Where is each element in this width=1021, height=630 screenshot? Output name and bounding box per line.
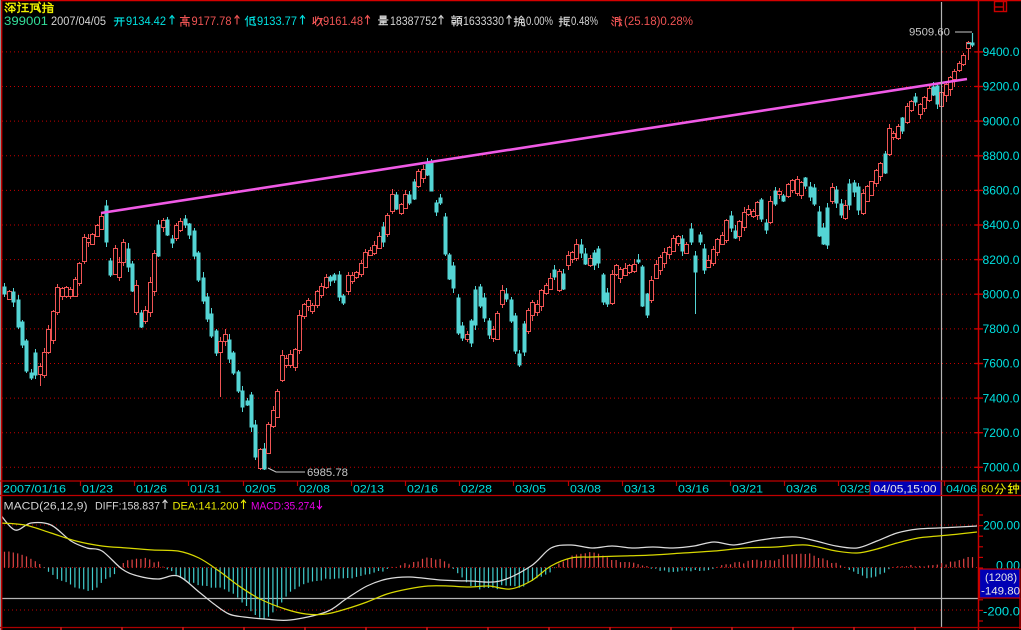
svg-text:9133.77: 9133.77: [257, 14, 297, 28]
svg-text:-200.0: -200.0: [983, 606, 1020, 619]
svg-text:(25.18)0.28%: (25.18)0.28%: [624, 14, 693, 28]
svg-text:02/16: 02/16: [407, 484, 438, 496]
svg-text:03/05: 03/05: [515, 484, 546, 496]
svg-text:03/29: 03/29: [840, 484, 871, 496]
svg-text:9000.0: 9000.0: [983, 115, 1020, 128]
svg-text:-149.80: -149.80: [981, 586, 1020, 598]
svg-text:9177.78: 9177.78: [192, 14, 232, 28]
svg-text:9161.48: 9161.48: [323, 14, 363, 28]
svg-text:7000.0: 7000.0: [983, 462, 1020, 475]
svg-text:(1208): (1208): [985, 572, 1017, 584]
svg-text:8000.0: 8000.0: [983, 288, 1020, 301]
svg-text:03/26: 03/26: [786, 484, 817, 496]
svg-text:7600.0: 7600.0: [983, 358, 1020, 371]
svg-text:MACD:35.274: MACD:35.274: [251, 501, 315, 513]
svg-text:01/23: 01/23: [82, 484, 113, 496]
svg-text:0.48%: 0.48%: [571, 14, 598, 28]
svg-text:2007/01/16: 2007/01/16: [3, 484, 66, 496]
svg-text:9400.0: 9400.0: [983, 46, 1020, 59]
svg-text:9509.60: 9509.60: [909, 27, 950, 39]
svg-text:7400.0: 7400.0: [983, 392, 1020, 405]
svg-text:8400.0: 8400.0: [983, 219, 1020, 232]
svg-text:6985.78: 6985.78: [307, 467, 348, 479]
svg-text:0.00%: 0.00%: [526, 14, 553, 28]
svg-text:02/13: 02/13: [353, 484, 384, 496]
svg-text:8600.0: 8600.0: [983, 185, 1020, 198]
svg-text:9134.42: 9134.42: [126, 14, 166, 28]
svg-text:03/21: 03/21: [732, 484, 763, 496]
svg-text:9200.0: 9200.0: [983, 81, 1020, 94]
svg-text:200.00: 200.00: [983, 520, 1020, 533]
svg-text:01/31: 01/31: [190, 484, 221, 496]
svg-text:04/06: 04/06: [946, 484, 977, 496]
svg-text:DEA:141.200: DEA:141.200: [173, 501, 239, 513]
svg-text:7800.0: 7800.0: [983, 323, 1020, 336]
svg-text:02/05: 02/05: [245, 484, 276, 496]
svg-text:2007/04/05: 2007/04/05: [51, 14, 106, 28]
svg-text:60: 60: [981, 484, 993, 496]
svg-text:8800.0: 8800.0: [983, 150, 1020, 163]
svg-text:02/28: 02/28: [461, 484, 492, 496]
svg-text:8200.0: 8200.0: [983, 254, 1020, 267]
svg-text:7200.0: 7200.0: [983, 427, 1020, 440]
svg-text:399001: 399001: [4, 14, 48, 28]
svg-text:03/08: 03/08: [570, 484, 601, 496]
svg-text:02/08: 02/08: [299, 484, 330, 496]
svg-text:MACD(26,12,9): MACD(26,12,9): [4, 501, 88, 513]
svg-text:03/16: 03/16: [678, 484, 709, 496]
svg-text:DIFF:158.837: DIFF:158.837: [95, 501, 160, 513]
svg-text:04/05,15:00: 04/05,15:00: [874, 484, 937, 496]
svg-text:18387752: 18387752: [390, 14, 437, 28]
svg-text:03/13: 03/13: [624, 484, 655, 496]
svg-text:01/26: 01/26: [136, 484, 167, 496]
svg-text:1633330: 1633330: [463, 14, 504, 28]
